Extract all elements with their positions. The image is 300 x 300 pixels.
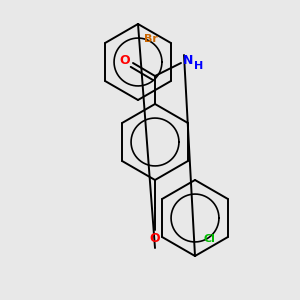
Text: Br: Br (144, 34, 158, 44)
Text: O: O (150, 232, 160, 245)
Text: H: H (194, 61, 204, 71)
Text: N: N (183, 55, 193, 68)
Text: Cl: Cl (204, 234, 216, 244)
Text: O: O (120, 55, 130, 68)
